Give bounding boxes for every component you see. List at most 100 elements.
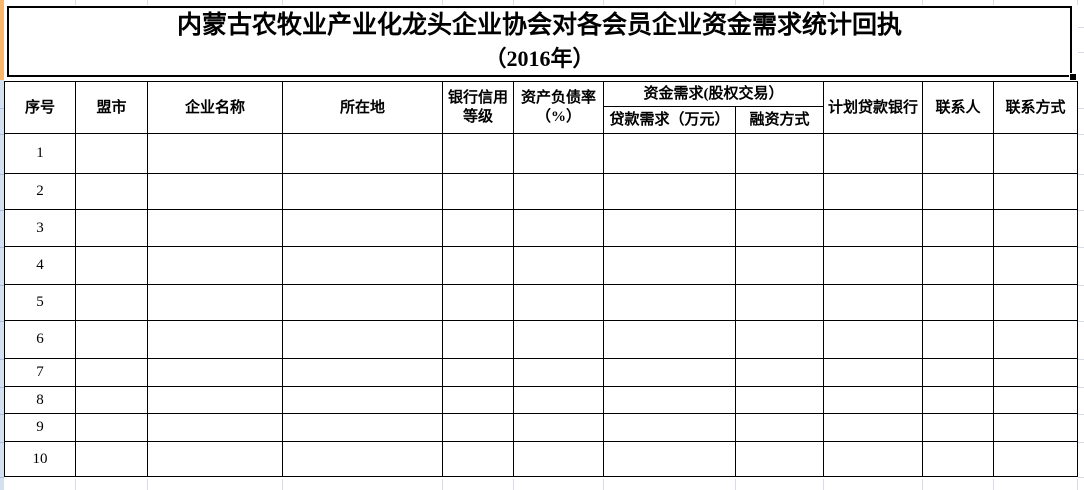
empty-cell[interactable] [75,246,148,285]
empty-cell[interactable] [735,284,824,321]
empty-cell[interactable] [922,209,994,247]
empty-cell[interactable] [823,209,923,247]
empty-cell[interactable] [823,413,923,442]
empty-cell[interactable] [282,209,443,247]
empty-cell[interactable] [993,320,1078,359]
empty-cell[interactable] [735,133,824,174]
empty-cell[interactable] [442,246,514,285]
empty-cell[interactable] [823,441,923,477]
empty-cell[interactable] [993,413,1078,442]
empty-cell[interactable] [75,386,148,414]
col-header-zichan-fuzhailv[interactable]: 资产负债率（%） [513,81,604,134]
empty-cell[interactable] [823,320,923,359]
empty-cell[interactable] [75,413,148,442]
row-number-cell[interactable]: 8 [4,386,76,414]
empty-cell[interactable] [147,386,283,414]
empty-cell[interactable] [922,441,994,477]
empty-cell[interactable] [513,358,604,387]
empty-cell[interactable] [922,413,994,442]
empty-cell[interactable] [603,358,736,387]
col-header-suozaidi[interactable]: 所在地 [282,81,443,134]
col-header-jihua-daikuan-yinhang[interactable]: 计划贷款银行 [823,81,923,134]
empty-cell[interactable] [823,358,923,387]
empty-cell[interactable] [735,358,824,387]
col-header-lianxiren[interactable]: 联系人 [922,81,994,134]
empty-cell[interactable] [922,173,994,210]
empty-cell[interactable] [922,358,994,387]
empty-cell[interactable] [513,133,604,174]
empty-cell[interactable] [75,284,148,321]
empty-cell[interactable] [282,358,443,387]
row-number-cell[interactable]: 10 [4,441,76,477]
empty-cell[interactable] [603,173,736,210]
empty-cell[interactable] [922,386,994,414]
empty-cell[interactable] [75,358,148,387]
empty-cell[interactable] [513,320,604,359]
empty-cell[interactable] [282,320,443,359]
empty-cell[interactable] [513,386,604,414]
col-header-yinhang-xinyong[interactable]: 银行信用等级 [442,81,514,134]
empty-cell[interactable] [603,133,736,174]
empty-cell[interactable] [922,246,994,285]
empty-cell[interactable] [603,209,736,247]
empty-cell[interactable] [147,413,283,442]
empty-cell[interactable] [147,284,283,321]
empty-cell[interactable] [823,386,923,414]
empty-cell[interactable] [993,133,1078,174]
empty-cell[interactable] [823,284,923,321]
empty-cell[interactable] [147,441,283,477]
empty-cell[interactable] [147,320,283,359]
empty-cell[interactable] [282,284,443,321]
col-header-qiye-mingcheng[interactable]: 企业名称 [147,81,283,134]
empty-cell[interactable] [603,441,736,477]
empty-cell[interactable] [282,173,443,210]
row-number-cell[interactable]: 6 [4,320,76,359]
empty-cell[interactable] [603,246,736,285]
col-header-lianxi-fangshi[interactable]: 联系方式 [993,81,1078,134]
title-merged-cell[interactable]: 内蒙古农牧业产业化龙头企业协会对各会员企业资金需求统计回执 （2016年） [7,6,1072,77]
empty-cell[interactable] [735,320,824,359]
empty-cell[interactable] [823,133,923,174]
row-number-cell[interactable]: 5 [4,284,76,321]
row-number-cell[interactable]: 7 [4,358,76,387]
empty-cell[interactable] [922,320,994,359]
empty-cell[interactable] [442,441,514,477]
empty-cell[interactable] [735,386,824,414]
empty-cell[interactable] [442,413,514,442]
row-number-cell[interactable]: 4 [4,246,76,285]
row-number-cell[interactable]: 2 [4,173,76,210]
empty-cell[interactable] [75,133,148,174]
empty-cell[interactable] [75,173,148,210]
col-header-zijin-xuqiu-group[interactable]: 资金需求(股权交易） [603,81,824,107]
empty-cell[interactable] [993,358,1078,387]
empty-cell[interactable] [922,133,994,174]
empty-cell[interactable] [442,209,514,247]
empty-cell[interactable] [735,413,824,442]
row-number-cell[interactable]: 3 [4,209,76,247]
empty-cell[interactable] [147,209,283,247]
empty-cell[interactable] [922,284,994,321]
empty-cell[interactable] [282,246,443,285]
empty-cell[interactable] [513,413,604,442]
empty-cell[interactable] [442,173,514,210]
col-header-mengshi[interactable]: 盟市 [75,81,148,134]
empty-cell[interactable] [442,133,514,174]
empty-cell[interactable] [823,173,923,210]
empty-cell[interactable] [75,209,148,247]
empty-cell[interactable] [282,133,443,174]
empty-cell[interactable] [282,413,443,442]
empty-cell[interactable] [823,246,923,285]
col-header-xuhao[interactable]: 序号 [4,81,76,134]
col-header-rongzi-fangshi[interactable]: 融资方式 [735,106,824,134]
empty-cell[interactable] [993,284,1078,321]
empty-cell[interactable] [513,246,604,285]
empty-cell[interactable] [993,173,1078,210]
empty-cell[interactable] [603,320,736,359]
col-header-daikuan-xuqiu[interactable]: 贷款需求（万元） [603,106,736,134]
empty-cell[interactable] [75,320,148,359]
empty-cell[interactable] [513,209,604,247]
empty-cell[interactable] [735,173,824,210]
empty-cell[interactable] [735,246,824,285]
empty-cell[interactable] [147,133,283,174]
empty-cell[interactable] [993,209,1078,247]
